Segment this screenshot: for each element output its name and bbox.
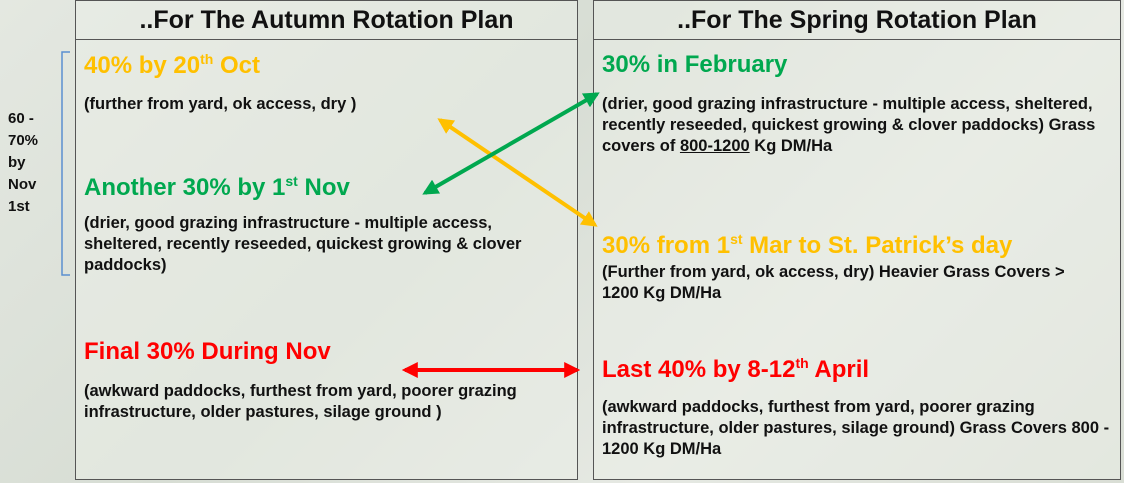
- slide: 60 - 70% by Nov 1st ..For The Autumn Rot…: [0, 0, 1124, 483]
- green-arrow: [425, 94, 597, 193]
- bracket: [62, 52, 70, 275]
- arrows: [0, 0, 1124, 483]
